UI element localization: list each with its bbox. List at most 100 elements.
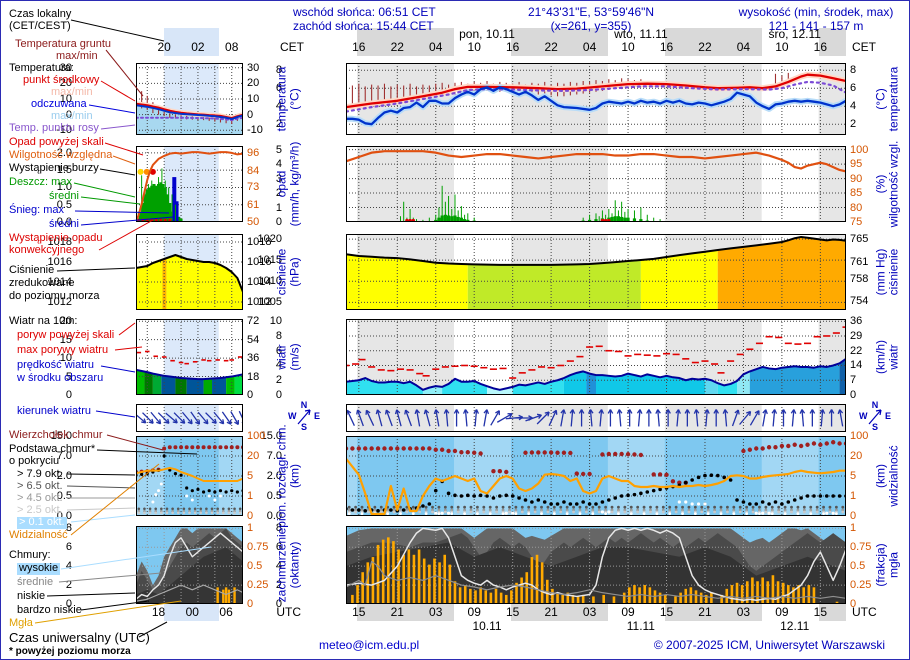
date-label: 11.11 (626, 619, 655, 633)
wind-main-ytick-left: 8 (275, 329, 282, 342)
precipitation-humidity-mini-ytick-right: 84 (247, 164, 260, 177)
cloud-cover-fog-main-ytick-left: 6 (275, 541, 282, 554)
legend-niskie: niskie (17, 590, 46, 602)
cloud-cover-fog-main-ytick-right: 1 (850, 522, 857, 535)
cloud-base-visibility-main-ytick-left: 0.5 (266, 490, 282, 502)
compass-s: S (300, 422, 307, 432)
legend-bardzo-niskie: bardzo niskie (17, 604, 82, 616)
email-link[interactable]: meteo@icm.edu.pl (319, 639, 419, 652)
compass-e: E (885, 411, 892, 421)
utc-tick: 21 (698, 605, 712, 619)
pressure-mini (135, 234, 244, 315)
legend-wyst-pienie-opadu: Wystąpienie opadu (9, 232, 103, 244)
wind-speed-fill (346, 358, 846, 395)
day-label: śro, 12.11 (768, 27, 821, 41)
legend-redni: średni (49, 218, 79, 230)
temperature-main-ytick-right: 4 (850, 100, 857, 113)
legend-czas-lokalny: Czas lokalny (9, 8, 72, 20)
pressure-fill-mini (136, 255, 243, 310)
axis-label-wiatr-m-s: wiatr (m/s) (274, 343, 301, 371)
precipitation-humidity-mini-ytick-left: 0.5 (56, 198, 72, 211)
email-anchor[interactable]: meteo@icm.edu.pl (319, 638, 420, 652)
wind-mini (135, 319, 244, 400)
utc-tick: 03 (736, 605, 751, 619)
cloud-cover-fog-main-ytick-left: 2 (275, 579, 282, 592)
feels-fill-mini (136, 105, 243, 135)
wind-main-ytick-left: 4 (275, 359, 282, 372)
compass-w: W (859, 411, 868, 421)
compass-e: E (314, 411, 321, 421)
precipitation-humidity-main-ytick-left: 4 (275, 158, 282, 171)
wind-mini-ytick-right: 0 (247, 389, 254, 401)
pressure-mini-ytick-left: 1018 (47, 236, 72, 248)
wind-speed-mini (135, 368, 244, 381)
wind-mini-ytick-right: 54 (247, 333, 260, 346)
axis-label-ci-nienie-hpa: ciśnienie (hPa) (274, 248, 301, 296)
wind-speed (345, 357, 847, 391)
cloud-cover-fog-mini-ytick-right: 0.25 (247, 579, 269, 592)
cloud-base-visibility-mini-ytick-left: 7.0 (56, 450, 72, 462)
legend-max-min: max/min (56, 50, 98, 62)
axis-label-c-temperatura: (°C) temperatura (873, 66, 900, 132)
footnote-text: * powyżej poziomu morza (9, 646, 131, 657)
cloud-base-79 (344, 473, 848, 513)
mini-utc-tick: 06 (219, 605, 233, 619)
wind-main-ytick-right: 0 (850, 389, 857, 401)
cloud-cover-row-45 (347, 508, 845, 512)
cloud-base-visibility-mini-ytick-right: 100 (247, 430, 266, 442)
compass-n: N (300, 400, 308, 410)
legend-ci-nienie: Ciśnienie (9, 264, 55, 276)
temperature-main-ytick-left: 6 (275, 82, 282, 95)
compass-n: N (871, 400, 879, 410)
mini-utc-tick: 00 (185, 605, 199, 619)
axis-label-opad-mm-h-kg-m-h: opad (mm/h, kg/m³/h) (274, 141, 301, 227)
axis-label-temperatura-c: temperatura (°C) (274, 66, 301, 132)
cloud-base-visibility-main-ytick-left: 0.0 (266, 510, 282, 522)
cloud-base-visibility-main-ytick-right: 0 (850, 510, 857, 522)
utc-tick: 21 (390, 605, 404, 619)
pressure-mini-ytick-right: 1012 (247, 296, 272, 308)
axis-label-pion-rozci-g-chm-km: pion. rozciągł. chm. (km) (274, 424, 301, 528)
precipitation-humidity-main-ytick-right: 80 (850, 201, 863, 214)
night-band-bottom (357, 604, 454, 621)
legend-widzialno: Widzialność (9, 529, 68, 541)
precipitation-humidity-main-ytick-right: 90 (850, 172, 863, 185)
cloud-base-visibility-main-ytick-right: 1 (850, 490, 857, 502)
mini-cet-tick: 20 (157, 40, 171, 54)
legend-2-5-okt: > 2.5 okt. (17, 504, 63, 516)
cet-tick: 16 (813, 40, 828, 54)
fog-fraction-bars (351, 537, 839, 604)
temperature (344, 73, 848, 109)
legend-konwekcyjnego: konwekcyjnego (9, 244, 85, 256)
night-band-top (818, 28, 846, 56)
cloud-base-visibility-mini-ytick-right: 5 (247, 470, 254, 482)
night-band-top (664, 28, 762, 56)
temperature-mini-ytick-right: 10 (247, 93, 260, 105)
pressure-main-ytick-right: 758 (850, 272, 869, 285)
legend-wyst-pienie-burzy: Wystąpienie burzy (9, 162, 99, 174)
cet-tick: 10 (467, 40, 481, 54)
cloud-base-visibility-mini-ytick-left: 15.0 (50, 430, 72, 442)
cloud-cover-fog-main-ytick-right: 0.5 (850, 560, 866, 573)
sunset-text: zachód słońca: 15:44 CET (293, 19, 434, 33)
temperature-mini-ytick-right: 0 (247, 108, 254, 121)
legend-deszcz-max: Deszcz: max (9, 176, 72, 188)
cloud-base-visibility-mini-ytick-right: 1 (247, 490, 254, 502)
wind-main-ytick-right: 14 (850, 359, 863, 372)
pressure-main-ytick-right: 765 (850, 233, 869, 246)
legend-temperatura-gruntu: Temperatura gruntu (15, 38, 111, 50)
cloud-base-visibility-main-ytick-left: 15.0 (260, 430, 282, 442)
cloud-base-visibility-mini-ytick-left: 0.5 (56, 490, 72, 502)
legend-wysokie: wysokie (17, 562, 61, 575)
wind-mini-ytick-left: 10 (59, 352, 72, 365)
wind-direction-arrows (346, 409, 844, 427)
axis-label-km-widzialno: (km) widzialność (873, 445, 900, 507)
temperature-main (343, 63, 849, 140)
cet-tick: 10 (775, 40, 789, 54)
cet-label-left: CET (280, 40, 304, 54)
snow-average-mini (172, 177, 179, 222)
wind-mini-ytick-left: 15 (59, 333, 72, 346)
dew-point (344, 80, 848, 113)
pressure-mini-ytick-left: 1014 (47, 276, 72, 288)
visibility (344, 457, 848, 516)
